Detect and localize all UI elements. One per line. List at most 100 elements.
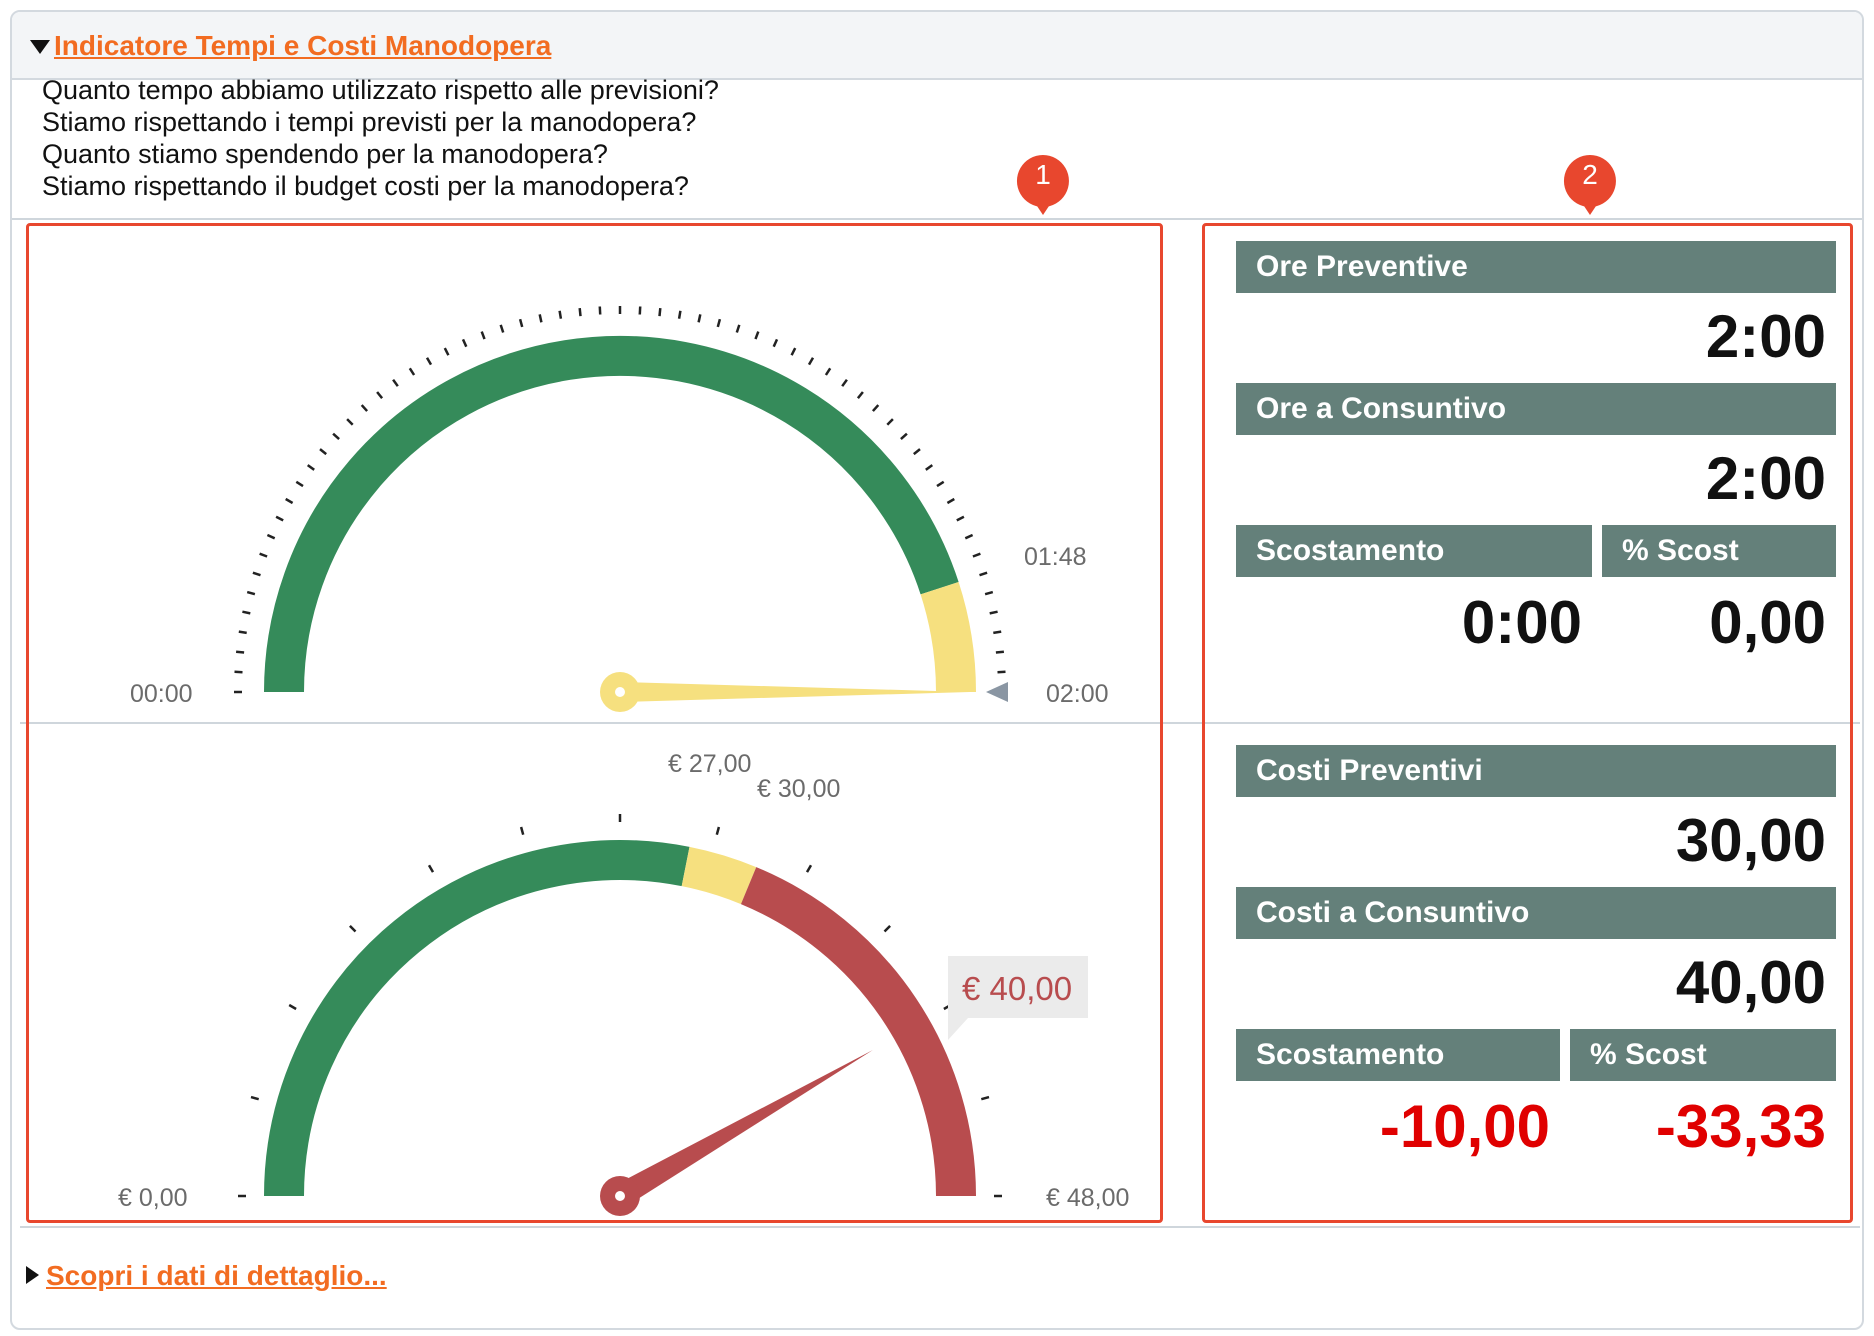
gauge-tick bbox=[242, 610, 251, 615]
question-3: Quanto stiamo spendendo per la manodoper… bbox=[42, 139, 608, 169]
gauge-tick bbox=[235, 650, 245, 654]
gauge-tick bbox=[332, 432, 340, 441]
gauge-tick bbox=[499, 324, 505, 333]
questions-list: Quanto tempo abbiamo utilizzato rispetto… bbox=[42, 74, 719, 202]
gauge-budget-label: € 30,00 bbox=[757, 775, 840, 803]
gauge-tick bbox=[425, 357, 433, 366]
gauge-max-label: € 48,00 bbox=[1046, 1184, 1129, 1212]
kpi-value-preventive-costs: 30,00 bbox=[1675, 807, 1826, 874]
gauge-tick bbox=[266, 533, 276, 540]
gauge-tick bbox=[807, 357, 815, 366]
divider bbox=[12, 218, 1862, 220]
gauge-tick bbox=[461, 338, 468, 348]
gauge-min-label: € 0,00 bbox=[118, 1184, 188, 1212]
gauge-tick bbox=[518, 318, 524, 328]
kpi-header-actual-costs: Costi a Consuntivo bbox=[1236, 887, 1836, 939]
gauge-tick bbox=[376, 391, 384, 399]
gauge-tick bbox=[946, 497, 955, 505]
expand-triangle-icon[interactable] bbox=[26, 1266, 39, 1284]
panel-header[interactable]: Indicatore Tempi e Costi Manodopera bbox=[12, 12, 1862, 80]
kpi-value-deviation: 0:00 bbox=[1461, 589, 1582, 656]
gauge-tick bbox=[841, 378, 848, 387]
gauge-tick bbox=[964, 533, 974, 540]
gauge-tick bbox=[538, 314, 543, 323]
kpi-header-deviation: Scostamento bbox=[1236, 1029, 1560, 1081]
gauge-max-label: 02:00 bbox=[1046, 680, 1109, 708]
gauge-needle bbox=[620, 682, 970, 702]
gauge-band-warning bbox=[681, 846, 757, 905]
gauge-tick bbox=[805, 864, 813, 873]
gauge-tick bbox=[658, 307, 662, 317]
map-pin-icon bbox=[1563, 155, 1616, 215]
gauge-band-over bbox=[740, 867, 976, 1197]
gauge-tick bbox=[871, 404, 880, 412]
gauge-tick bbox=[925, 464, 934, 471]
divider bbox=[20, 722, 1860, 724]
gauge-tick bbox=[295, 480, 304, 488]
gauge-tick bbox=[913, 448, 921, 456]
gauge-tick bbox=[980, 1095, 990, 1101]
gauge-hub-dot bbox=[615, 687, 625, 697]
gauge-tick bbox=[275, 515, 284, 522]
collapse-triangle-icon[interactable] bbox=[30, 40, 50, 54]
gauge-tick bbox=[716, 318, 722, 328]
highlight-box-kpi bbox=[1202, 223, 1853, 1223]
map-pin-icon bbox=[1016, 155, 1069, 215]
gauge-tick bbox=[250, 1095, 260, 1101]
gauge-tick bbox=[984, 590, 994, 596]
gauge-tick bbox=[259, 552, 268, 558]
gauge-threshold-label: 01:48 bbox=[1024, 543, 1087, 571]
value-tooltip: € 40,00 bbox=[948, 956, 1088, 1040]
gauge-tick bbox=[790, 347, 797, 356]
gauge-ticks bbox=[234, 306, 1006, 694]
gauge-tick bbox=[677, 310, 682, 319]
gauge-band-ok bbox=[264, 335, 959, 693]
gauge-tick bbox=[956, 515, 965, 522]
gauge-tick bbox=[558, 310, 563, 319]
gauge-tick bbox=[319, 448, 327, 456]
question-2: Stiamo rispettando i tempi previsti per … bbox=[42, 107, 697, 137]
gauge-hub-dot bbox=[615, 1191, 625, 1201]
highlight-box-gauges bbox=[26, 223, 1163, 1223]
gauge-tick bbox=[238, 630, 247, 635]
marker-2-badge: 2 bbox=[1562, 153, 1618, 219]
section-title-link[interactable]: Indicatore Tempi e Costi Manodopera bbox=[54, 30, 552, 61]
kpi-value-pct-deviation: -33,33 bbox=[1655, 1093, 1826, 1160]
gauge-tick bbox=[349, 925, 357, 933]
gauge-tick bbox=[993, 630, 1002, 635]
kpi-header-actual-hours: Ore a Consuntivo bbox=[1236, 383, 1836, 435]
kpi-value-preventive-hours: 2:00 bbox=[1705, 303, 1826, 370]
gauge-tick bbox=[427, 864, 435, 873]
gauge-tick bbox=[285, 497, 294, 505]
divider bbox=[20, 1226, 1860, 1228]
gauge-tick bbox=[900, 432, 908, 441]
gauge-band-warning bbox=[920, 582, 977, 693]
gauge-tick bbox=[715, 826, 721, 836]
kpi-header-deviation: Scostamento bbox=[1236, 525, 1592, 577]
kpi-header-preventive-hours: Ore Preventive bbox=[1236, 241, 1836, 293]
gauge-min-label: 00:00 bbox=[130, 680, 193, 708]
gauge-tick bbox=[408, 367, 416, 376]
marker-number: 1 bbox=[1035, 159, 1051, 190]
gauge-tick bbox=[346, 418, 354, 426]
gauge-tick bbox=[288, 1003, 297, 1011]
gauge-needle bbox=[614, 1050, 873, 1207]
details-link[interactable]: Scopri i dati di dettaglio... bbox=[46, 1260, 387, 1291]
question-4: Stiamo rispettando il budget costi per l… bbox=[42, 171, 689, 201]
gauge-tick bbox=[246, 590, 256, 596]
gauge-tick bbox=[995, 650, 1005, 654]
gauge-tick bbox=[754, 331, 760, 340]
kpi-header-preventive-costs: Costi Preventivi bbox=[1236, 745, 1836, 797]
gauge-tick bbox=[972, 552, 981, 558]
cost-gauge: € 0,00 € 48,00 € 27,00 € 30,00 € 40,00 bbox=[118, 750, 1129, 1216]
marker-1-badge: 1 bbox=[1015, 153, 1071, 219]
gauge-tick bbox=[252, 571, 261, 577]
gauge-tick bbox=[697, 314, 702, 323]
kpi-value-actual-hours: 2:00 bbox=[1705, 445, 1826, 512]
gauge-tick bbox=[936, 480, 945, 488]
gauge-tick bbox=[306, 464, 315, 471]
marker-number: 2 bbox=[1582, 159, 1598, 190]
gauge-tick bbox=[824, 367, 832, 376]
gauge-tick bbox=[392, 378, 399, 387]
